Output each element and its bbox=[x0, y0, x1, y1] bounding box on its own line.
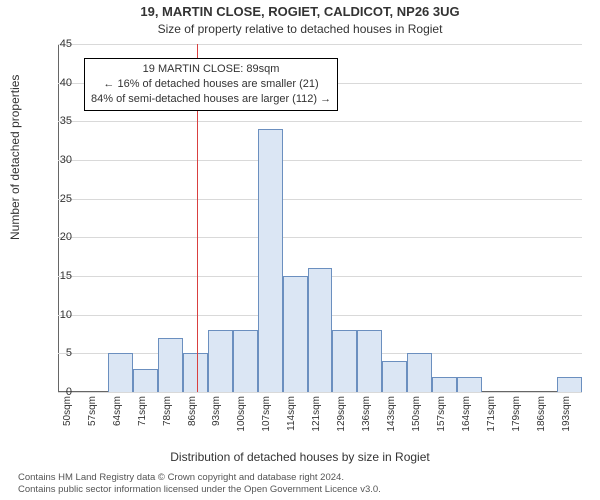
gridline bbox=[58, 237, 582, 238]
x-tick-label: 186sqm bbox=[536, 396, 547, 432]
y-tick-label: 25 bbox=[38, 193, 72, 205]
y-tick-label: 30 bbox=[38, 154, 72, 166]
y-axis-line bbox=[58, 44, 59, 392]
y-tick-label: 5 bbox=[38, 347, 72, 359]
x-tick-label: 143sqm bbox=[386, 396, 397, 432]
histogram-bar bbox=[158, 338, 183, 392]
gridline bbox=[58, 160, 582, 161]
x-tick-label: 71sqm bbox=[137, 396, 148, 426]
x-tick-label: 129sqm bbox=[336, 396, 347, 432]
histogram-bar bbox=[258, 129, 283, 392]
histogram-bar bbox=[382, 361, 407, 392]
x-tick-label: 164sqm bbox=[461, 396, 472, 432]
histogram-bar bbox=[457, 377, 482, 392]
y-tick-label: 35 bbox=[38, 115, 72, 127]
x-axis-label: Distribution of detached houses by size … bbox=[0, 450, 600, 464]
chart-title: 19, MARTIN CLOSE, ROGIET, CALDICOT, NP26… bbox=[0, 4, 600, 19]
gridline bbox=[58, 121, 582, 122]
annot-line-1: 19 MARTIN CLOSE: 89sqm bbox=[91, 62, 331, 77]
histogram-bar bbox=[133, 369, 158, 392]
footer-line-1: Contains HM Land Registry data © Crown c… bbox=[18, 472, 588, 484]
y-tick-label: 40 bbox=[38, 77, 72, 89]
x-tick-label: 171sqm bbox=[486, 396, 497, 432]
histogram-bar bbox=[308, 268, 333, 392]
x-tick-label: 136sqm bbox=[361, 396, 372, 432]
plot-area: 19 MARTIN CLOSE: 89sqm← 16% of detached … bbox=[58, 44, 582, 392]
histogram-bar bbox=[407, 353, 432, 392]
histogram-bar bbox=[332, 330, 357, 392]
histogram-bar bbox=[432, 377, 457, 392]
footer-line-2: Contains public sector information licen… bbox=[18, 484, 588, 496]
histogram-bar bbox=[233, 330, 258, 392]
x-tick-label: 179sqm bbox=[511, 396, 522, 432]
x-tick-label: 193sqm bbox=[561, 396, 572, 432]
x-tick-label: 57sqm bbox=[87, 396, 98, 426]
histogram-bar bbox=[557, 377, 582, 392]
y-tick-label: 45 bbox=[38, 38, 72, 50]
footer-attribution: Contains HM Land Registry data © Crown c… bbox=[18, 472, 588, 496]
histogram-bar bbox=[357, 330, 382, 392]
x-tick-label: 50sqm bbox=[62, 396, 73, 426]
x-tick-label: 64sqm bbox=[112, 396, 123, 426]
histogram-bar bbox=[183, 353, 208, 392]
x-tick-label: 121sqm bbox=[311, 396, 322, 432]
y-tick-label: 10 bbox=[38, 309, 72, 321]
y-tick-label: 20 bbox=[38, 231, 72, 243]
x-tick-label: 107sqm bbox=[261, 396, 272, 432]
histogram-bar bbox=[208, 330, 233, 392]
x-tick-label: 100sqm bbox=[236, 396, 247, 432]
x-tick-label: 86sqm bbox=[187, 396, 198, 426]
annot-line-3: 84% of semi-detached houses are larger (… bbox=[91, 92, 331, 107]
annot-line-2: ← 16% of detached houses are smaller (21… bbox=[91, 77, 331, 92]
gridline bbox=[58, 199, 582, 200]
x-tick-label: 157sqm bbox=[436, 396, 447, 432]
gridline bbox=[58, 392, 582, 393]
annotation-box: 19 MARTIN CLOSE: 89sqm← 16% of detached … bbox=[84, 58, 338, 111]
gridline bbox=[58, 44, 582, 45]
histogram-bar bbox=[283, 276, 308, 392]
y-axis-label: Number of detached properties bbox=[8, 75, 22, 240]
histogram-bar bbox=[108, 353, 133, 392]
x-tick-label: 93sqm bbox=[211, 396, 222, 426]
x-tick-label: 78sqm bbox=[162, 396, 173, 426]
x-tick-label: 114sqm bbox=[286, 396, 297, 431]
chart-container: 19, MARTIN CLOSE, ROGIET, CALDICOT, NP26… bbox=[0, 0, 600, 500]
y-tick-label: 15 bbox=[38, 270, 72, 282]
x-tick-label: 150sqm bbox=[411, 396, 422, 432]
chart-subtitle: Size of property relative to detached ho… bbox=[0, 22, 600, 36]
